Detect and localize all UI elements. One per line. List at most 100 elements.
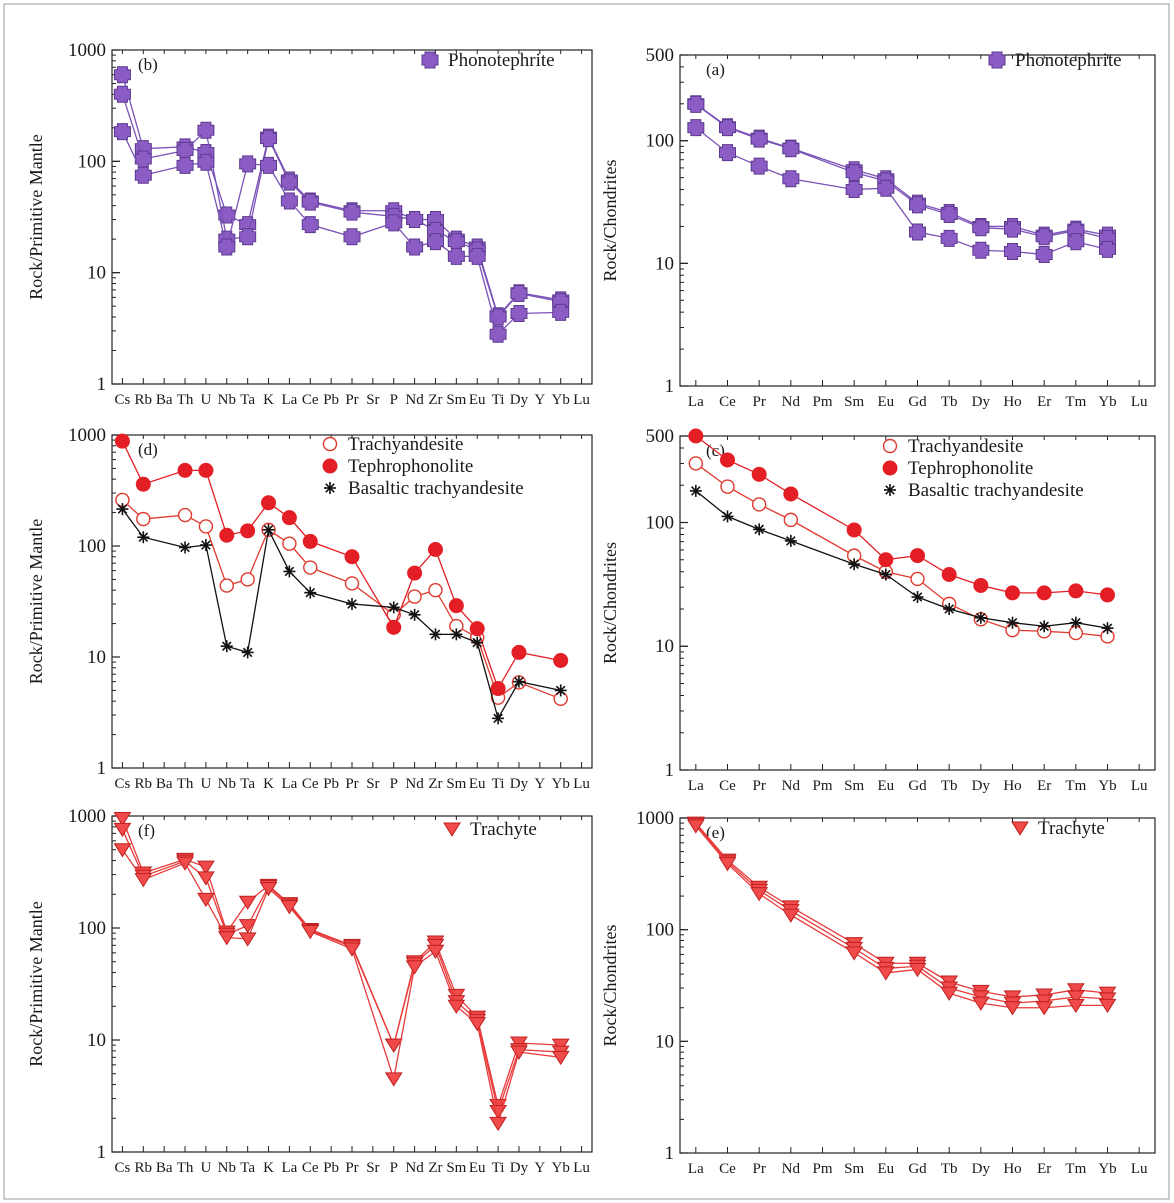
- legend-marker: [421, 51, 439, 69]
- data-point-Dy: [510, 304, 528, 322]
- data-point-Ce: [721, 510, 734, 523]
- data-point-Ce: [719, 144, 736, 162]
- legend-marker: [988, 51, 1006, 69]
- data-point-La: [283, 565, 296, 578]
- panel-label: (a): [706, 60, 725, 79]
- y-tick-label: 1000: [68, 40, 106, 61]
- series-line: [121, 829, 561, 1114]
- x-tick-label: Lu: [573, 776, 590, 792]
- y-tick-label: 10: [655, 1031, 674, 1052]
- legend-label: Trachyte: [1038, 818, 1105, 839]
- data-point-Tm: [1066, 990, 1085, 1005]
- legend: Phonotephrite: [421, 50, 555, 71]
- data-point-Cs: [114, 433, 130, 449]
- data-point-U: [197, 892, 215, 908]
- data-point-Ce: [301, 193, 319, 211]
- x-tick-label: Dy: [510, 1160, 529, 1176]
- series-1: [686, 816, 1117, 1005]
- data-point-Eu: [468, 247, 486, 265]
- data-point-U: [198, 519, 214, 534]
- x-tick-label: Gd: [908, 1161, 927, 1177]
- y-tick-label: 100: [646, 512, 675, 533]
- data-point-Eu: [878, 552, 894, 568]
- legend-label: Trachyte: [470, 819, 537, 840]
- series-3: [686, 819, 1117, 1016]
- x-tick-label: Ce: [302, 392, 319, 408]
- data-point-Nb: [219, 527, 235, 543]
- data-point-Gd: [908, 962, 927, 978]
- y-tick-label: 10: [655, 253, 674, 274]
- x-tick-label: Rb: [135, 392, 153, 408]
- x-tick-label: P: [390, 1160, 398, 1176]
- data-point-Er: [1035, 228, 1053, 246]
- data-point-Th: [176, 856, 194, 871]
- x-tick-label: Sm: [844, 778, 864, 794]
- y-tick-label: 1000: [68, 806, 106, 827]
- data-point-Er: [1038, 620, 1051, 633]
- data-point-Ce: [720, 479, 735, 494]
- legend-label: Basaltic trachyandesite: [348, 478, 524, 499]
- x-tick-label: Ti: [492, 1160, 505, 1176]
- data-point-Nd: [406, 238, 424, 256]
- data-point-Dy: [510, 1045, 528, 1060]
- legend-marker: [882, 460, 898, 476]
- x-tick-label: Eu: [877, 778, 894, 794]
- data-point-Tm: [1069, 616, 1082, 629]
- data-point-Nb: [220, 640, 233, 653]
- x-tick-label: Pr: [345, 1160, 358, 1176]
- legend-marker: [322, 458, 338, 474]
- data-point-Tb: [943, 602, 956, 615]
- data-point-Cs: [113, 85, 131, 103]
- x-tick-label: La: [281, 1160, 297, 1176]
- data-point-La: [686, 819, 705, 834]
- x-tick-label: Th: [177, 1160, 194, 1176]
- x-tick-label: Pm: [812, 394, 832, 410]
- x-tick-label: Pr: [752, 394, 765, 410]
- x-tick-label: La: [281, 776, 297, 792]
- data-point-Cs: [116, 503, 129, 516]
- x-tick-label: Rb: [135, 776, 153, 792]
- x-tick-label: Yb: [1098, 1161, 1116, 1177]
- data-point-Sm: [845, 181, 863, 199]
- data-point-U: [197, 871, 215, 886]
- x-tick-label: Nb: [218, 392, 236, 408]
- data-point-Eu: [471, 636, 484, 649]
- data-point-La: [689, 484, 702, 497]
- data-point-U: [199, 539, 212, 552]
- x-tick-label: Pb: [323, 776, 339, 792]
- data-point-Pr: [751, 466, 767, 482]
- data-point-Pr: [750, 130, 768, 148]
- y-axis-label: Rock/Chondrites: [600, 542, 620, 664]
- data-point-Cs: [113, 843, 132, 858]
- y-tick-label: 1: [665, 376, 675, 397]
- x-tick-label: Cs: [115, 1160, 131, 1176]
- x-tick-label: Nd: [782, 394, 801, 410]
- x-tick-label: U: [200, 776, 211, 792]
- data-point-Tm: [1066, 998, 1085, 1014]
- x-tick-label: Er: [1037, 1161, 1051, 1177]
- data-point-Tb: [941, 567, 957, 583]
- data-point-U: [197, 860, 215, 875]
- series-line: [695, 823, 1108, 1004]
- legend-label: Phonotephrite: [1015, 50, 1122, 71]
- data-point-Ho: [1003, 1001, 1022, 1016]
- data-point-Dy: [973, 577, 989, 593]
- x-tick-label: Y: [534, 776, 545, 792]
- data-point-Nd: [407, 589, 422, 604]
- data-point-Nd: [406, 211, 424, 229]
- x-tick-label: Pm: [812, 1161, 832, 1177]
- data-point-Ta: [241, 646, 254, 659]
- data-point-P: [386, 619, 402, 635]
- panel-e: 1 10 100 1000 La Ce Pr Nd Pm Sm Eu Gd Tb Dy Ho Er Tm Yb Lu…: [600, 808, 1156, 1177]
- data-point-Rb: [137, 531, 150, 544]
- legend: Trachyte: [1011, 818, 1105, 839]
- data-point-K: [262, 523, 275, 536]
- data-point-P: [385, 214, 403, 232]
- x-tick-label: Er: [1037, 394, 1051, 410]
- x-tick-label: Eu: [469, 776, 486, 792]
- panel-a: 1 10 100 500 La Ce Pr Nd Pm Sm Eu Gd Tb Dy Ho Er Tm Yb Lu R…: [600, 45, 1156, 410]
- data-point-Sm: [845, 946, 864, 961]
- x-tick-label: Lu: [573, 1160, 590, 1176]
- series-3: [689, 484, 1114, 635]
- y-tick-label: 10: [655, 636, 674, 657]
